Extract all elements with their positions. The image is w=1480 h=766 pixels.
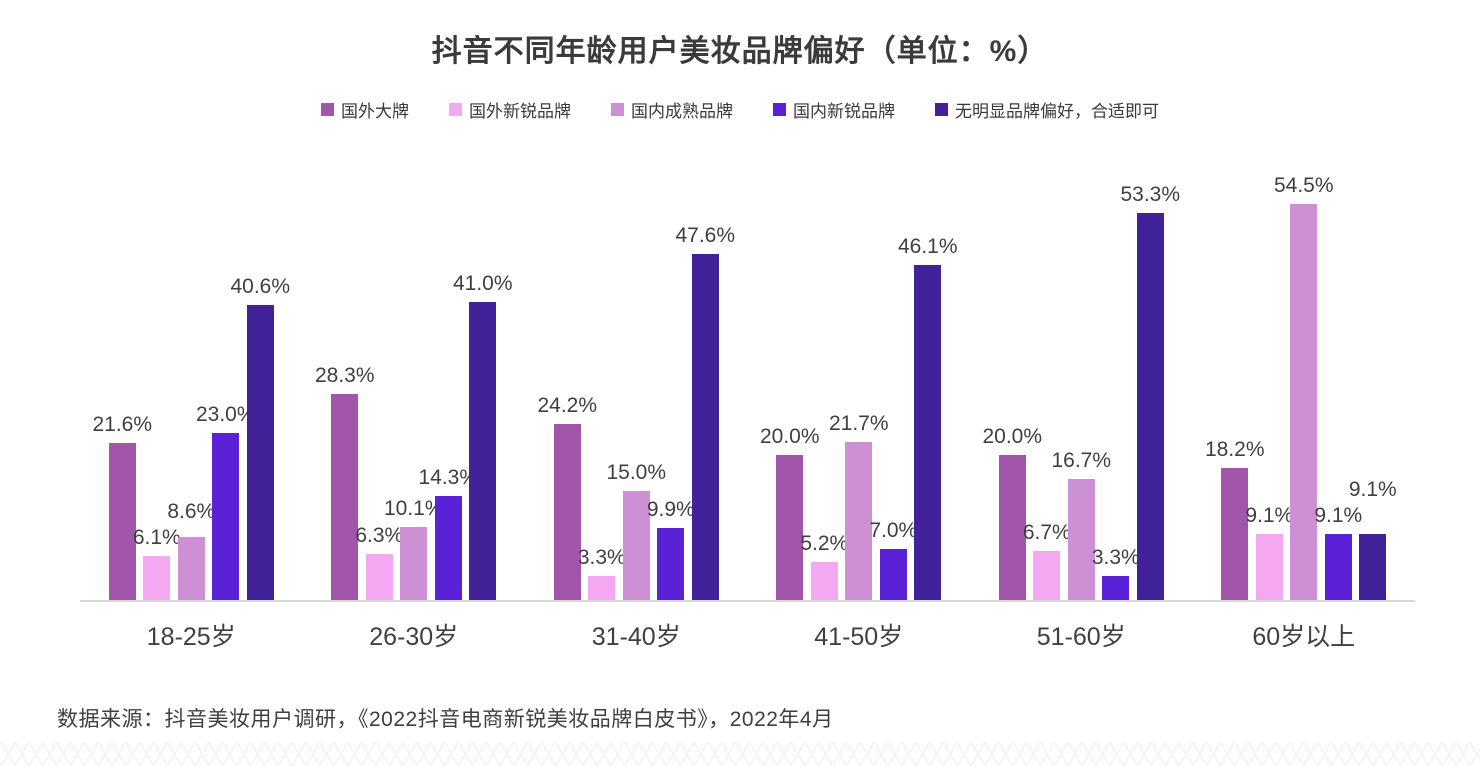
value-label: 53.3%	[1120, 182, 1181, 206]
value-label: 15.0%	[606, 460, 667, 484]
bar-国外新锐品牌-41-50岁	[810, 562, 838, 600]
legend-swatch-icon	[449, 103, 462, 116]
value-label: 9.1%	[1348, 477, 1397, 501]
legend: 国外大牌 国外新锐品牌 国内成熟品牌 国内新锐品牌 无明显品牌偏好，合适即可	[0, 97, 1480, 122]
value-label: 20.0%	[759, 424, 820, 448]
bar-国外大牌-18-25岁	[108, 442, 136, 600]
bar-国外新锐品牌-31-40岁	[588, 576, 616, 600]
value-label: 41.0%	[452, 271, 513, 295]
bar-无明显品牌偏好，合适即可-41-50岁	[914, 264, 942, 600]
value-label: 10.1%	[383, 496, 444, 520]
bar-无明显品牌偏好，合适即可-31-40岁	[691, 253, 719, 600]
bar-国外大牌-60岁以上	[1221, 467, 1249, 600]
category-label: 51-60岁	[1036, 623, 1126, 651]
value-label: 47.6%	[675, 223, 736, 247]
value-label: 6.1%	[132, 525, 181, 549]
bar-无明显品牌偏好，合适即可-60岁以上	[1359, 533, 1387, 600]
legend-label: 国外大牌	[341, 102, 409, 121]
value-label: 9.9%	[646, 498, 695, 522]
value-label: 6.3%	[355, 524, 404, 548]
bar-国内新锐品牌-18-25岁	[212, 432, 240, 600]
legend-swatch-icon	[321, 103, 334, 116]
value-label: 14.3%	[418, 466, 479, 490]
legend-label: 国内新锐品牌	[793, 102, 895, 121]
value-label: 46.1%	[897, 234, 958, 258]
value-label: 24.2%	[537, 394, 598, 418]
value-label: 5.2%	[800, 532, 849, 556]
bar-国外新锐品牌-51-60岁	[1033, 551, 1061, 600]
value-label: 40.6%	[230, 274, 291, 298]
legend-swatch-icon	[773, 103, 786, 116]
value-label: 54.5%	[1273, 173, 1334, 197]
category-label: 60岁以上	[1252, 623, 1356, 651]
legend-item: 国外大牌	[321, 97, 409, 122]
category-label: 26-30岁	[369, 623, 459, 651]
value-label: 3.3%	[1091, 546, 1140, 569]
category-label: 31-40岁	[591, 623, 681, 651]
legend-swatch-icon	[935, 103, 948, 116]
bar-国外大牌-51-60岁	[998, 454, 1026, 600]
bar-国外大牌-41-50岁	[776, 454, 804, 600]
bar-国内新锐品牌-60岁以上	[1324, 533, 1352, 600]
bar-国外大牌-31-40岁	[553, 424, 581, 600]
bar-国内新锐品牌-31-40岁	[657, 528, 685, 600]
bar-国内新锐品牌-26-30岁	[434, 496, 462, 600]
category-label: 41-50岁	[814, 623, 904, 651]
bar-国内成熟品牌-41-50岁	[845, 442, 873, 600]
value-label: 8.6%	[167, 499, 216, 523]
bar-国外新锐品牌-60岁以上	[1255, 533, 1283, 600]
bar-无明显品牌偏好，合适即可-26-30岁	[469, 301, 497, 600]
bar-无明显品牌偏好，合适即可-18-25岁	[246, 304, 274, 600]
bar-国外大牌-26-30岁	[331, 394, 359, 600]
value-label: 9.1%	[1245, 503, 1294, 527]
value-label: 18.2%	[1204, 437, 1265, 461]
value-label: 21.7%	[828, 412, 889, 436]
value-label: 20.0%	[982, 424, 1043, 448]
value-label: 3.3%	[577, 546, 626, 569]
value-label: 16.7%	[1051, 448, 1112, 472]
plot-area: 21.6% 6.1% 8.6% 23.0% 40.6% 18-25岁 28.3% 6.3% 10…	[80, 160, 1415, 651]
footer-pattern	[0, 742, 1480, 766]
bar-国内成熟品牌-60岁以上	[1290, 203, 1318, 600]
legend-label: 国外新锐品牌	[469, 102, 571, 121]
bar-国内成熟品牌-51-60岁	[1067, 478, 1095, 600]
value-label: 28.3%	[314, 364, 375, 388]
value-label: 21.6%	[92, 412, 153, 436]
legend-item: 国外新锐品牌	[449, 97, 571, 122]
value-label: 7.0%	[869, 519, 918, 543]
bar-国内新锐品牌-51-60岁	[1102, 576, 1130, 600]
legend-swatch-icon	[611, 103, 624, 116]
value-label: 9.1%	[1314, 503, 1363, 527]
chart-title: 抖音不同年龄用户美妆品牌偏好（单位：%）	[431, 35, 1049, 68]
bar-国内新锐品牌-41-50岁	[879, 549, 907, 600]
value-label: 23.0%	[195, 402, 256, 426]
bar-无明显品牌偏好，合适即可-51-60岁	[1136, 212, 1164, 600]
legend-label: 国内成熟品牌	[631, 102, 733, 121]
bar-国内成熟品牌-26-30岁	[400, 526, 428, 600]
legend-label: 无明显品牌偏好，合适即可	[955, 102, 1159, 121]
value-label: 6.7%	[1022, 521, 1071, 545]
source-note: 数据来源：抖音美妆用户调研，《2022抖音电商新锐美妆品牌白皮书》，2022年4…	[57, 708, 834, 731]
legend-item: 国内新锐品牌	[773, 97, 895, 122]
category-label: 18-25岁	[146, 623, 236, 651]
bar-国内成熟品牌-31-40岁	[622, 490, 650, 600]
legend-item: 无明显品牌偏好，合适即可	[935, 97, 1159, 122]
legend-item: 国内成熟品牌	[611, 97, 733, 122]
bar-国外新锐品牌-26-30岁	[365, 554, 393, 600]
bar-国外新锐品牌-18-25岁	[143, 555, 171, 600]
bar-国内成熟品牌-18-25岁	[177, 537, 205, 600]
